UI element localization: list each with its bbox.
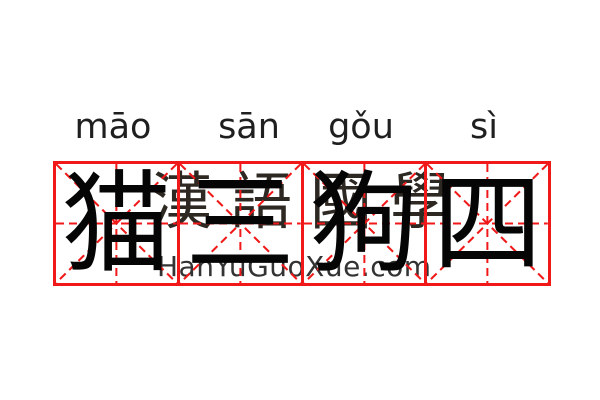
tianzige-cell-3: 狗 — [304, 164, 428, 283]
tianzige-cell-2: 三 — [180, 164, 304, 283]
pinyin-syllable-1: māo — [74, 107, 152, 147]
hanzi-character-4: 四 — [432, 159, 543, 288]
hanzi-character-1: 猫 — [61, 159, 172, 288]
cell-guide-lines-icon — [427, 164, 548, 283]
pinyin-syllable-2: sān — [218, 107, 280, 147]
cell-guide-lines-icon — [304, 164, 425, 283]
pinyin-syllable-4: sì — [470, 107, 498, 147]
hanzi-character-3: 狗 — [308, 159, 419, 288]
hanzi-character-2: 三 — [185, 159, 296, 288]
tianzige-cell-4: 四 — [427, 164, 548, 283]
cell-guide-lines-icon — [180, 164, 301, 283]
tianzige-grid: 猫 三 狗 — [53, 161, 551, 286]
pinyin-syllable-3: gǒu — [328, 107, 394, 147]
tianzige-cell-1: 猫 — [56, 164, 180, 283]
cell-guide-lines-icon — [56, 164, 177, 283]
